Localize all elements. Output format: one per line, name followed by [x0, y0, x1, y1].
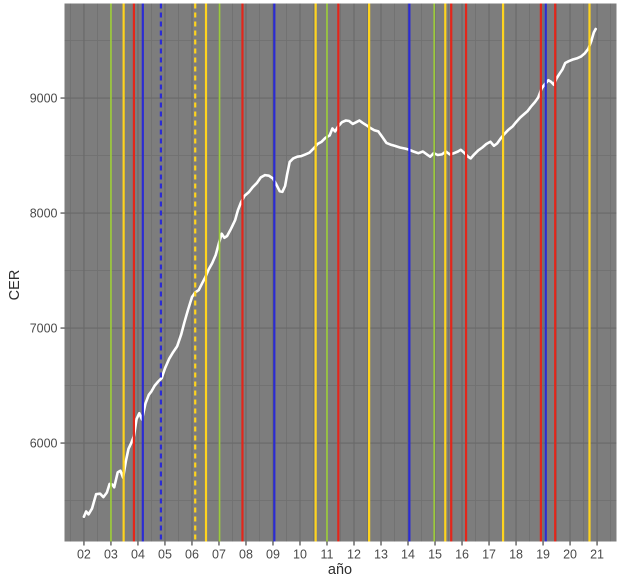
- y-tick-label: 7000: [30, 322, 58, 336]
- x-tick-label: 04: [131, 548, 145, 562]
- x-tick-label: 07: [212, 548, 226, 562]
- x-tick-label: 14: [401, 548, 415, 562]
- x-tick-label: 06: [185, 548, 199, 562]
- x-tick-label: 12: [347, 548, 361, 562]
- x-tick-label: 15: [428, 548, 442, 562]
- y-tick-label: 6000: [30, 437, 58, 451]
- x-axis: 02 03 04 05 06 07 08 09 10 11 12 13 14 15 16 17 18 19 20 21: [77, 541, 604, 562]
- event-vlines: [110, 3, 591, 542]
- x-tick-label: 11: [321, 548, 334, 562]
- x-tick-label: 20: [563, 548, 577, 562]
- x-tick-label: 02: [77, 548, 91, 562]
- y-axis: 6000 7000 8000 9000: [30, 92, 65, 451]
- x-tick-label: 19: [536, 548, 550, 562]
- y-tick-label: 8000: [30, 207, 58, 221]
- x-tick-label: 13: [374, 548, 388, 562]
- y-axis-title: CER: [7, 269, 23, 301]
- y-tick-label: 9000: [30, 92, 58, 106]
- x-tick-label: 08: [239, 548, 253, 562]
- x-tick-label: 09: [266, 548, 280, 562]
- x-tick-label: 05: [158, 548, 172, 562]
- cer-series-line: [82, 27, 597, 518]
- x-tick-label: 10: [293, 548, 307, 562]
- x-tick-label: 03: [104, 548, 118, 562]
- x-tick-label: 16: [455, 548, 469, 562]
- x-tick-label: 18: [509, 548, 523, 562]
- x-axis-title: año: [327, 562, 353, 578]
- x-tick-label: 21: [590, 548, 604, 562]
- x-tick-label: 17: [482, 548, 496, 562]
